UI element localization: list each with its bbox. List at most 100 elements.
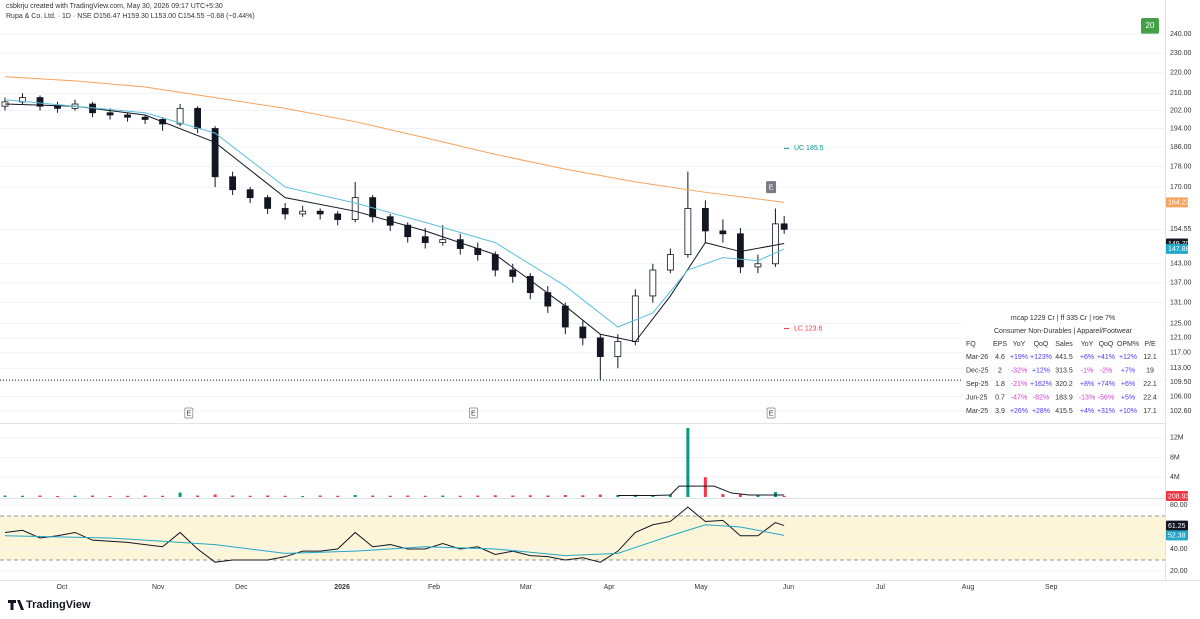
volume-bar xyxy=(441,495,445,497)
candle-body xyxy=(246,189,254,199)
candle-body xyxy=(772,223,779,265)
volume-bar xyxy=(353,495,357,497)
price-badge xyxy=(1166,520,1188,531)
candle-body xyxy=(194,107,202,129)
volume-bar xyxy=(581,495,585,497)
volume-bar xyxy=(336,495,340,497)
table-cell: 19 xyxy=(1146,367,1154,374)
price-badge xyxy=(1166,490,1188,501)
table-header: EPS xyxy=(993,341,1007,348)
table-cell: 22.1 xyxy=(1143,381,1157,388)
credit: csbkrju created with TradingView.com, Ma… xyxy=(6,3,223,10)
volume-bar xyxy=(196,495,200,497)
rsi-band xyxy=(0,515,1165,560)
table-cell: 3.9 xyxy=(995,408,1005,415)
candle-body xyxy=(754,263,762,268)
candle-body xyxy=(701,208,709,232)
y-tick-label: 40.00 xyxy=(1170,546,1188,553)
volume-bar xyxy=(108,496,112,497)
table-cell: +10% xyxy=(1119,408,1137,415)
x-tick-label: Feb xyxy=(428,584,440,591)
badge-box[interactable] xyxy=(1141,18,1159,34)
volume-bar xyxy=(458,495,462,497)
volume-bar xyxy=(756,495,760,497)
volume-bar xyxy=(476,495,480,497)
table-cell: 17.1 xyxy=(1143,408,1157,415)
table-cell: 441.5 xyxy=(1055,354,1073,361)
y-tick-label: 170.00 xyxy=(1170,184,1192,191)
table-header: YoY xyxy=(1013,341,1026,348)
candle-body xyxy=(561,305,569,328)
table-cell: +6% xyxy=(1121,381,1135,388)
table-header: QoQ xyxy=(1099,341,1114,348)
table-cell: -13% xyxy=(1079,394,1095,401)
x-tick-label: 2026 xyxy=(334,584,350,591)
candle-body xyxy=(264,197,272,209)
y-tick-label: 154.55 xyxy=(1170,226,1192,233)
y-tick-label: 20.00 xyxy=(1170,568,1188,575)
volume-bar xyxy=(301,496,305,497)
candle-body xyxy=(421,236,429,243)
symbol: Rupa & Co. Ltd. · 1D · NSE xyxy=(6,13,92,20)
table-cell: 1.8 xyxy=(995,381,1005,388)
y-tick-label: 186.00 xyxy=(1170,144,1192,151)
volume-bar xyxy=(73,495,77,497)
table-header: Sales xyxy=(1055,341,1073,348)
table-cell: +28% xyxy=(1032,408,1050,415)
event-label: E xyxy=(769,410,774,417)
table-cell: -47% xyxy=(1011,394,1027,401)
volume-bar xyxy=(91,495,95,497)
table-cell: -56% xyxy=(1098,394,1114,401)
table-cell: -21% xyxy=(1011,381,1027,388)
y-tick-label: 106.00 xyxy=(1170,393,1192,400)
candle-body xyxy=(351,197,359,220)
volume-bar xyxy=(178,492,182,497)
logo xyxy=(8,600,24,610)
table-cell: 12.1 xyxy=(1143,354,1157,361)
table-cell: +5% xyxy=(1121,394,1135,401)
price-badge-label: 61.25 xyxy=(1168,523,1186,530)
price-badge-label: 164.23 xyxy=(1168,200,1190,207)
candle-body xyxy=(124,114,131,118)
event-box xyxy=(469,407,478,419)
volume-bar xyxy=(406,495,410,497)
table-cell: -32% xyxy=(1011,367,1027,374)
series-line xyxy=(4,506,785,563)
volume-bar xyxy=(143,495,147,497)
volume-bar xyxy=(598,494,602,497)
table-line: mcap 1229 Cr | ff 335 Cr | roe 7% xyxy=(1011,315,1115,322)
volume-bar xyxy=(528,495,532,497)
y-tick-label: 4M xyxy=(1170,474,1180,481)
table-cell: +7% xyxy=(1121,367,1135,374)
event-box xyxy=(766,181,777,194)
volume-bar xyxy=(231,495,235,497)
candle-body xyxy=(36,97,44,107)
price-badge xyxy=(1166,243,1188,254)
y-tick-label: 12M xyxy=(1170,435,1184,442)
candle-body xyxy=(736,233,744,268)
candle-body xyxy=(334,213,342,220)
volume-bar xyxy=(161,495,165,497)
y-tick-label: 8M xyxy=(1170,454,1180,461)
y-tick-label: 102.60 xyxy=(1170,408,1192,415)
table-cell: -2% xyxy=(1100,367,1112,374)
table-cell: 183.9 xyxy=(1055,394,1073,401)
x-tick-label: Apr xyxy=(604,584,616,591)
volume-bar xyxy=(3,495,7,497)
y-tick-label: 137.00 xyxy=(1170,280,1192,287)
price-badge-label: 147.88 xyxy=(1168,246,1190,253)
event-label: E xyxy=(471,410,476,417)
candle-body xyxy=(54,105,61,109)
volume-bar xyxy=(782,495,786,497)
table-cell: +123% xyxy=(1030,354,1052,361)
price-badge xyxy=(1166,197,1188,208)
table-cell: +6% xyxy=(1080,354,1094,361)
candle-body xyxy=(614,341,622,358)
table-cell: Jun-25 xyxy=(966,394,988,401)
table-cell: 2 xyxy=(998,367,1002,374)
table-bg xyxy=(962,311,1165,418)
candle-body xyxy=(281,208,289,215)
table-cell: +162% xyxy=(1030,381,1052,388)
ohlc: O156.47 H159.30 L153.00 C154.55 −0.68 (−… xyxy=(93,13,255,20)
